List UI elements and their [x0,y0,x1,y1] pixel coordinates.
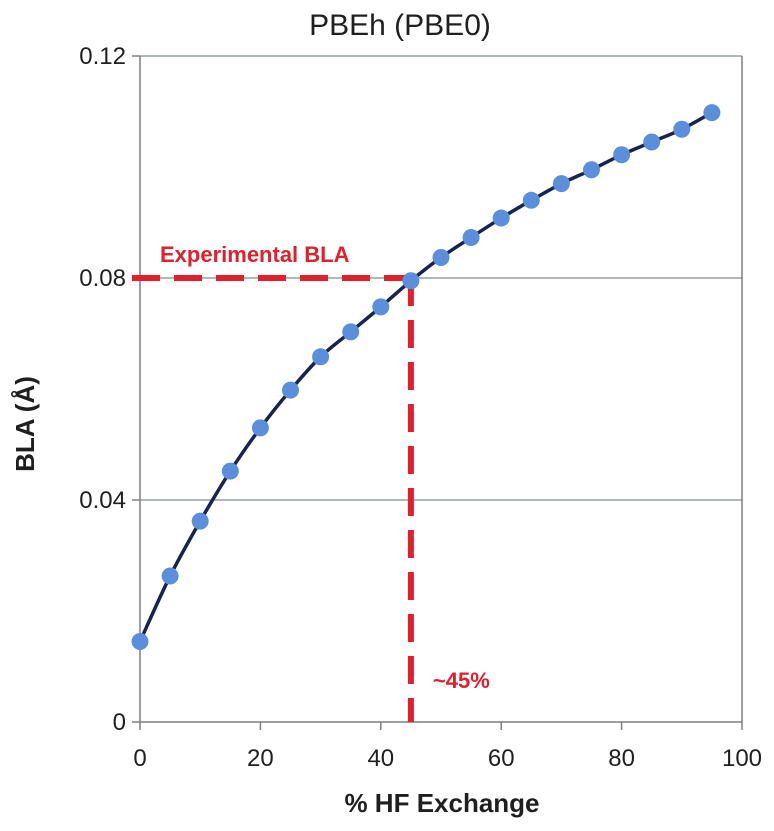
data-point [432,248,450,266]
y-tick-label: 0.12 [79,43,126,70]
data-point [282,381,299,399]
data-point [583,161,600,179]
data-point [191,512,209,530]
data-point [492,209,510,227]
experimental-bla-label: Experimental BLA [160,242,350,267]
x-tick-label: 20 [247,745,274,772]
x-tick-label: 100 [722,745,762,772]
y-tick-label: 0.08 [79,265,126,292]
series-layer [131,104,721,651]
data-point [372,298,390,316]
x-tick-label: 0 [133,745,146,772]
data-point [221,462,239,480]
data-point [251,419,269,437]
data-point [522,191,540,209]
data-point [161,567,179,585]
x-tick-label: 60 [488,745,515,772]
data-point [673,120,691,138]
data-point [342,323,360,341]
chart-title: PBEh (PBE0) [309,9,491,42]
x-tick-label: 40 [367,745,394,772]
y-tick-label: 0.04 [79,487,126,514]
data-point [552,175,570,193]
axis-layer [132,55,743,730]
data-point [312,348,330,366]
data-point [703,104,721,122]
y-axis-title: BLA (Å) [10,376,40,472]
x-axis-title: % HF Exchange [344,788,539,818]
data-point [131,633,149,651]
series-line [138,111,713,643]
x-tick-label: 80 [608,745,635,772]
annotation-layer: Experimental BLA ~45% [132,242,490,722]
data-point [613,146,631,164]
data-point [643,133,661,151]
y-tick-label: 0 [113,709,126,736]
data-point [402,272,420,290]
tick-label-layer: 0 0.04 0.08 0.12 0 20 40 60 80 100 [79,43,762,772]
hf-exchange-label: ~45% [433,668,490,693]
data-point [462,228,480,246]
